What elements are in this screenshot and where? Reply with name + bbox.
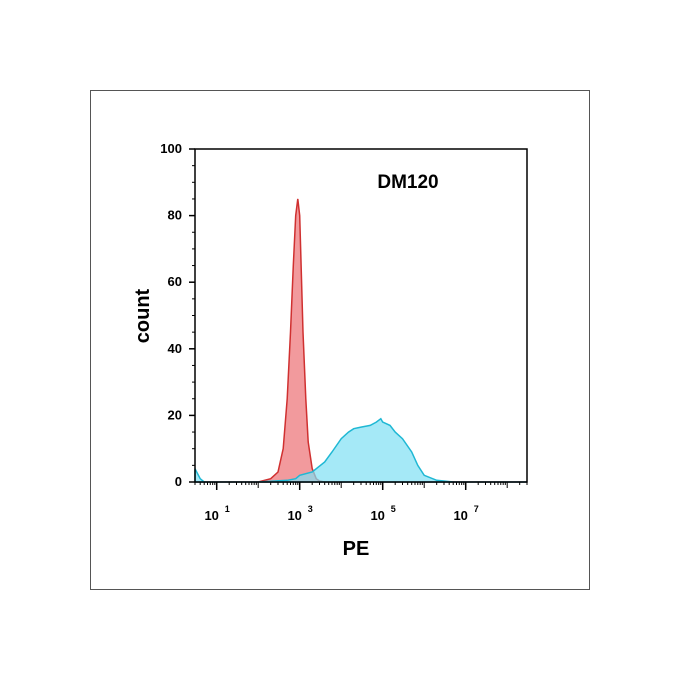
y-tick-label: 0 xyxy=(175,474,182,489)
y-tick-label: 60 xyxy=(168,274,182,289)
x-tick-label: 10 xyxy=(204,508,218,523)
x-axis-title: PE xyxy=(343,538,370,560)
x-tick-label: 10 xyxy=(370,508,384,523)
y-axis: 0 20 40 60 80 100 xyxy=(160,141,195,489)
y-tick-label: 100 xyxy=(160,141,182,156)
series-2-area xyxy=(194,417,527,483)
y-tick-label: 20 xyxy=(168,407,182,422)
x-tick-exponent: 7 xyxy=(474,504,479,514)
y-axis-title: count xyxy=(132,288,154,343)
x-tick-exponent: 3 xyxy=(308,504,313,514)
x-tick-label: 10 xyxy=(453,508,467,523)
x-axis: 10 1 10 3 10 5 10 7 xyxy=(194,482,528,523)
x-tick-label: 10 xyxy=(287,508,301,523)
figure-frame: 0 20 40 60 80 100 10 1 10 3 10 5 10 7 DM120 PE count xyxy=(90,90,590,590)
x-tick-exponent: 5 xyxy=(391,504,396,514)
y-tick-label: 40 xyxy=(168,341,182,356)
series-layer xyxy=(194,198,527,483)
x-tick-exponent: 1 xyxy=(225,504,230,514)
y-tick-label: 80 xyxy=(168,208,182,223)
histogram-chart: 0 20 40 60 80 100 10 1 10 3 10 5 10 7 DM120 PE count xyxy=(132,141,528,560)
chart-title: DM120 xyxy=(377,172,438,193)
